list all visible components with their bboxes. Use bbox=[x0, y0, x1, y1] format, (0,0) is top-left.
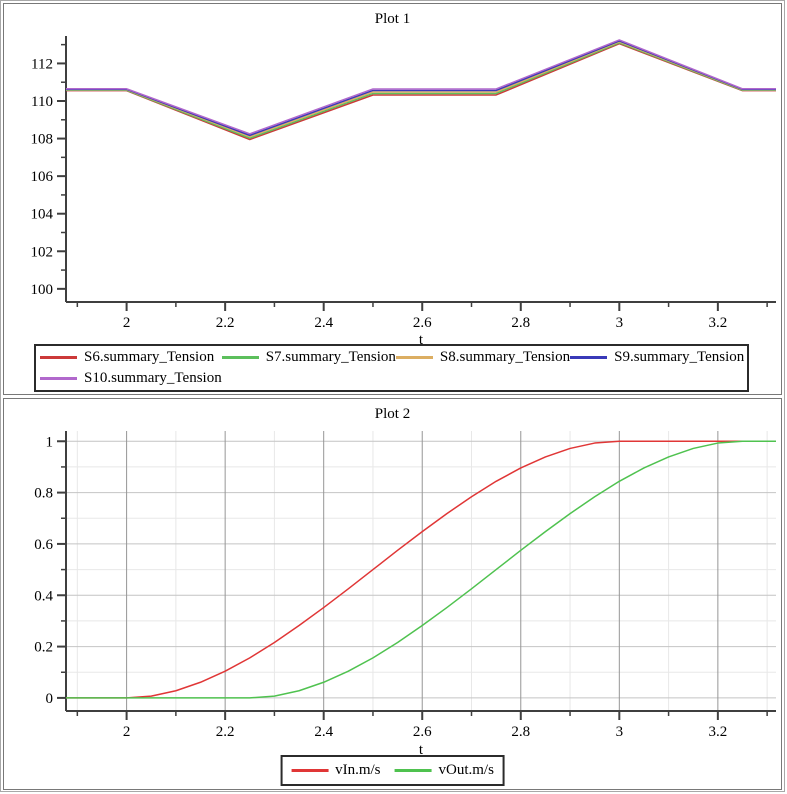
axes bbox=[65, 431, 776, 712]
legend-item-S7.summary_Tension: S7.summary_Tension bbox=[221, 347, 396, 368]
legend-item-S6.summary_Tension: S6.summary_Tension bbox=[40, 347, 222, 368]
ticks-and-labels: 2 2.2 2.4 2.6 2.8 3 3.2 100 102 104 106 108 110 112 t bbox=[31, 43, 768, 348]
y-tick-label: 110 bbox=[31, 94, 53, 110]
series-group bbox=[66, 440, 776, 699]
x-axis-label: t bbox=[419, 332, 424, 348]
y-tick-label: 0.2 bbox=[34, 640, 53, 656]
legend-label: S9.summary_Tension bbox=[614, 349, 745, 365]
x-tick-label: 2 bbox=[123, 724, 131, 740]
y-tick-label: 104 bbox=[31, 207, 54, 223]
plot1-panel: Plot 1 2 2.2 2.4 2.6 2.8 3 3.2 100 102 104 106 108 1… bbox=[3, 3, 782, 395]
y-tick-label: 112 bbox=[31, 56, 53, 72]
x-tick-label: 2.8 bbox=[511, 315, 530, 331]
y-tick-label: 106 bbox=[31, 169, 54, 185]
x-tick-label: 2.6 bbox=[413, 315, 432, 331]
series-S10.summary_Tension bbox=[66, 39, 776, 135]
x-tick-label: 2.6 bbox=[413, 724, 432, 740]
legend-swatch-icon bbox=[40, 356, 77, 359]
x-tick-label: 2 bbox=[123, 315, 131, 331]
plot2-panel: Plot 2 2 2.2 2.4 2.6 2.8 3 3.2 0 0.2 0.4 0.6 0.8 1 t … bbox=[3, 398, 782, 790]
legend-swatch-icon bbox=[40, 377, 77, 380]
y-tick-label: 100 bbox=[31, 282, 54, 298]
legend-item-S9.summary_Tension: S9.summary_Tension bbox=[570, 347, 744, 368]
series-vOut.m/s bbox=[66, 440, 776, 699]
legend-swatch-icon bbox=[394, 769, 432, 772]
ticks-and-labels: 2 2.2 2.4 2.6 2.8 3 3.2 0 0.2 0.4 0.6 0.8 1 t bbox=[34, 434, 768, 758]
legend-swatch-icon bbox=[570, 356, 608, 359]
legend-label: S10.summary_Tension bbox=[84, 370, 222, 386]
x-tick-label: 3 bbox=[616, 724, 624, 740]
x-tick-label: 3 bbox=[616, 315, 624, 331]
x-tick-label: 3.2 bbox=[708, 315, 727, 331]
legend-label: S6.summary_Tension bbox=[84, 349, 215, 365]
axes bbox=[65, 36, 776, 303]
legend-label: vOut.m/s bbox=[438, 762, 494, 778]
x-tick-label: 3.2 bbox=[708, 724, 727, 740]
series-group bbox=[66, 39, 776, 141]
y-tick-label: 0.8 bbox=[34, 486, 53, 502]
x-tick-label: 2.4 bbox=[314, 315, 333, 331]
legend-label: vIn.m/s bbox=[335, 762, 381, 778]
y-tick-label: 0 bbox=[46, 691, 54, 707]
legend-swatch-icon bbox=[395, 356, 433, 359]
legend-swatch-icon bbox=[291, 769, 329, 772]
grid bbox=[66, 431, 776, 711]
y-tick-label: 1 bbox=[46, 434, 54, 450]
x-tick-label: 2.4 bbox=[314, 724, 333, 740]
x-tick-label: 2.8 bbox=[511, 724, 530, 740]
x-axis-label: t bbox=[419, 742, 424, 758]
legend-item-S8.summary_Tension: S8.summary_Tension bbox=[395, 347, 571, 368]
plot2-canvas: 2 2.2 2.4 2.6 2.8 3 3.2 0 0.2 0.4 0.6 0.8 1 t bbox=[34, 431, 776, 758]
legend-item-vOut.m/s: vOut.m/s bbox=[394, 760, 494, 781]
y-tick-label: 0.6 bbox=[34, 537, 53, 553]
plot2-legend: vIn.m/s vOut.m/s bbox=[280, 755, 505, 786]
y-tick-label: 108 bbox=[31, 132, 54, 148]
legend-item-S10.summary_Tension: S10.summary_Tension bbox=[40, 368, 222, 389]
legend-label: S7.summary_Tension bbox=[265, 349, 396, 365]
y-tick-label: 102 bbox=[31, 244, 54, 260]
legend-swatch-icon bbox=[221, 356, 259, 359]
y-tick-label: 0.4 bbox=[34, 588, 53, 604]
x-tick-label: 2.2 bbox=[216, 724, 235, 740]
plot1-legend: S6.summary_Tension S7.summary_Tension S8.s… bbox=[34, 344, 749, 392]
legend-label: S8.summary_Tension bbox=[439, 349, 571, 365]
x-tick-label: 2.2 bbox=[216, 315, 235, 331]
legend-item-vIn.m/s: vIn.m/s bbox=[291, 760, 380, 781]
series-S9.summary_Tension bbox=[66, 40, 776, 137]
plot1-canvas: 2 2.2 2.4 2.6 2.8 3 3.2 100 102 104 106 108 110 112 t bbox=[31, 36, 776, 348]
series-vIn.m/s bbox=[66, 440, 776, 699]
